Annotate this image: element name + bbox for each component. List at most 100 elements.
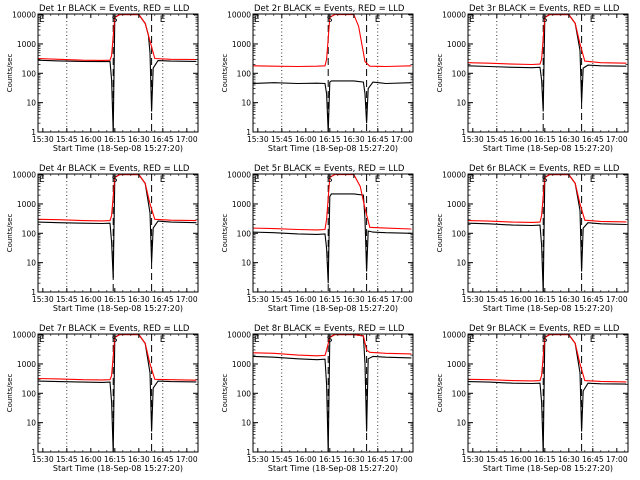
x-tick-label: 15:45: [271, 295, 293, 304]
marker-label-E: E: [590, 15, 596, 25]
y-tick-label: 1: [461, 288, 466, 297]
x-tick-label: 17:00: [606, 295, 628, 304]
series-events-line: [252, 80, 412, 133]
y-tick-label: 1: [246, 448, 251, 457]
marker-label-E: E: [375, 335, 381, 345]
x-tick-label: 15:30: [247, 455, 269, 464]
corner-marker-E: E: [254, 175, 260, 185]
x-tick-label: 16:30: [558, 295, 580, 304]
y-tick-label: 1000: [447, 360, 466, 369]
panel-title: Det 2r BLACK = Events, RED = LLD: [254, 4, 405, 14]
marker-label-S: S: [542, 15, 548, 25]
corner-marker-E: E: [39, 175, 45, 185]
x-tick-label: 16:45: [152, 455, 174, 464]
x-tick-label: 15:30: [247, 295, 269, 304]
marker-label-S: S: [327, 15, 333, 25]
x-tick-label: 17:00: [176, 455, 198, 464]
marker-label-E: E: [375, 175, 381, 185]
y-tick-label: 1: [246, 128, 251, 137]
marker-label-E: E: [590, 335, 596, 345]
y-tick-label: 100: [452, 389, 467, 398]
y-tick-label: 10000: [227, 11, 251, 20]
x-tick-label: 16:00: [295, 295, 317, 304]
x-tick-label: 16:45: [367, 295, 389, 304]
x-tick-label: 16:15: [104, 455, 126, 464]
x-tick-label: 15:30: [462, 455, 484, 464]
panel-title: Det 4r BLACK = Events, RED = LLD: [39, 164, 190, 174]
y-axis-title: Counts/sec: [221, 214, 229, 253]
y-tick-label: 10000: [442, 331, 466, 340]
series-lld-line: [37, 174, 197, 222]
series-lld-line: [37, 334, 197, 381]
x-tick-label: 15:30: [32, 295, 54, 304]
y-tick-label: 10: [241, 419, 251, 428]
y-tick-label: 100: [22, 389, 37, 398]
y-tick-label: 100: [452, 229, 467, 238]
x-axis-title: Start Time (18-Sep-08 15:27:20): [483, 144, 613, 153]
marker-label-E: E: [160, 335, 166, 345]
y-tick-label: 10000: [12, 331, 36, 340]
x-tick-label: 17:00: [391, 295, 413, 304]
x-tick-label: 16:30: [558, 135, 580, 144]
y-tick-label: 10: [456, 99, 466, 108]
y-tick-label: 1: [246, 288, 251, 297]
series-lld-line: [37, 14, 197, 61]
x-tick-label: 16:15: [319, 455, 341, 464]
x-tick-label: 16:45: [582, 455, 604, 464]
panel-title: Det 6r BLACK = Events, RED = LLD: [469, 164, 620, 174]
y-axis-title: Counts/sec: [221, 54, 229, 93]
corner-marker-E: E: [469, 175, 475, 185]
series-lld-line: [252, 174, 412, 231]
marker-label-S: S: [542, 335, 548, 345]
x-axis-title: Start Time (18-Sep-08 15:27:20): [483, 304, 613, 313]
x-axis-title: Start Time (18-Sep-08 15:27:20): [53, 304, 183, 313]
x-tick-label: 15:45: [56, 135, 78, 144]
marker-label-E: E: [160, 175, 166, 185]
x-tick-label: 15:45: [486, 135, 508, 144]
marker-label-E: E: [375, 15, 381, 25]
panel-title: Det 8r BLACK = Events, RED = LLD: [254, 324, 405, 334]
marker-label-E: E: [590, 175, 596, 185]
x-tick-label: 16:15: [104, 295, 126, 304]
x-tick-label: 15:30: [247, 135, 269, 144]
y-axis-title: Counts/sec: [221, 374, 229, 413]
series-lld-line: [252, 14, 412, 68]
x-tick-label: 16:45: [367, 135, 389, 144]
corner-marker-E: E: [469, 15, 475, 25]
x-tick-label: 16:30: [343, 295, 365, 304]
x-tick-label: 16:15: [319, 135, 341, 144]
x-tick-label: 16:00: [295, 135, 317, 144]
y-tick-label: 1000: [17, 40, 36, 49]
y-tick-label: 10000: [227, 171, 251, 180]
y-tick-label: 10: [456, 259, 466, 268]
x-tick-label: 16:00: [510, 295, 532, 304]
marker-label-S: S: [542, 175, 548, 185]
x-tick-label: 15:30: [462, 135, 484, 144]
x-tick-label: 15:45: [486, 295, 508, 304]
x-tick-label: 15:45: [271, 455, 293, 464]
x-tick-label: 16:30: [558, 455, 580, 464]
panel-title: Det 3r BLACK = Events, RED = LLD: [469, 4, 620, 14]
x-tick-label: 16:30: [128, 135, 150, 144]
x-tick-label: 16:00: [510, 455, 532, 464]
y-tick-label: 1000: [232, 200, 251, 209]
y-tick-label: 10: [26, 99, 36, 108]
x-axis-title: Start Time (18-Sep-08 15:27:20): [53, 464, 183, 473]
y-tick-label: 100: [237, 389, 252, 398]
y-tick-label: 1000: [17, 360, 36, 369]
x-tick-label: 16:00: [510, 135, 532, 144]
y-tick-label: 10: [241, 99, 251, 108]
series-lld-line: [467, 174, 627, 223]
x-tick-label: 15:45: [56, 295, 78, 304]
x-tick-label: 16:30: [128, 455, 150, 464]
x-tick-label: 15:30: [32, 455, 54, 464]
x-tick-label: 17:00: [606, 455, 628, 464]
x-tick-label: 16:45: [582, 135, 604, 144]
y-tick-label: 1: [31, 128, 36, 137]
